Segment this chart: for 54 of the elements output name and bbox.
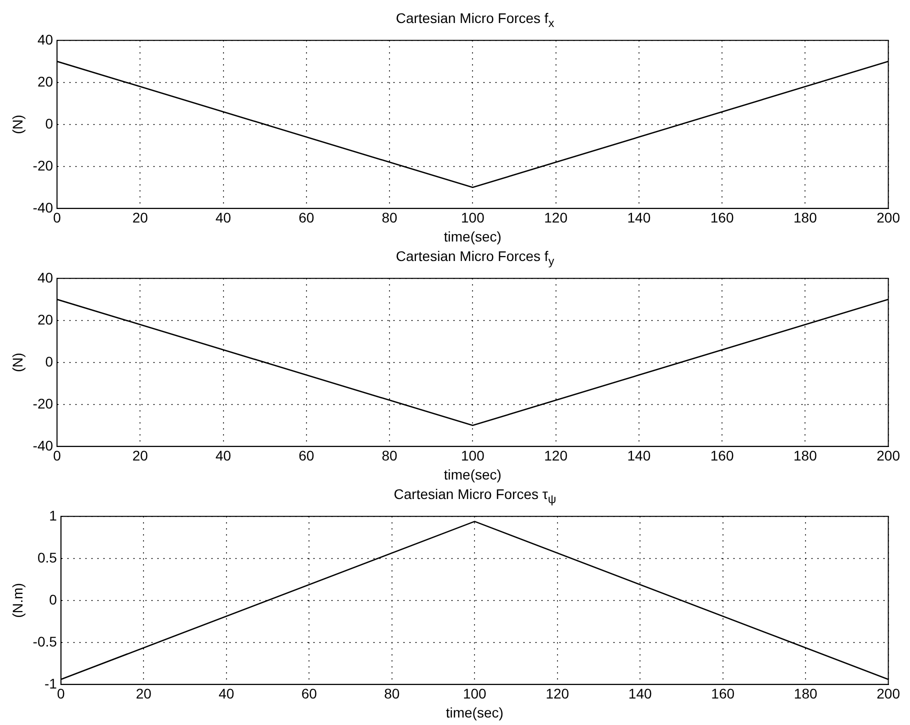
chart-title: Cartesian Micro Forces f$_{y}$ (394, 247, 556, 268)
x-tick-label: 180 (794, 210, 818, 226)
x-tick-label: 120 (544, 448, 568, 464)
x-tick-label: 140 (628, 686, 652, 702)
x-axis-title: time(sec) (444, 228, 502, 244)
x-tick-label: 20 (132, 448, 148, 464)
chart-title: Cartesian Micro Forces f$_{x}$ (394, 9, 556, 30)
x-tick-label: 120 (546, 686, 570, 702)
x-tick-label: 80 (384, 686, 400, 702)
y-tick-label: 0.5 (37, 549, 58, 566)
x-tick-label: 20 (136, 686, 152, 702)
x-tick-label: 60 (298, 210, 314, 226)
x-tick-label: 200 (876, 448, 900, 464)
x-tick-label: 100 (462, 686, 487, 702)
y-tick-label: -1 (44, 675, 58, 692)
x-tick-label: 120 (544, 210, 568, 226)
y-tick-label: 20 (37, 73, 54, 90)
x-tick-label: 160 (710, 210, 734, 226)
x-tick-label: 100 (461, 448, 485, 464)
x-tick-label: 160 (710, 448, 734, 464)
x-tick-label: 180 (794, 686, 818, 702)
y-tick-label: 40 (37, 31, 54, 48)
chart-title: Cartesian Micro Forces τ$_{ψ}$ (392, 485, 558, 506)
x-tick-label: 200 (876, 686, 900, 702)
x-tick-label: 200 (876, 210, 900, 226)
y-tick-label: 20 (37, 311, 54, 328)
y-tick-label: 40 (37, 269, 54, 286)
x-tick-label: 140 (627, 210, 651, 226)
x-tick-label: 160 (711, 686, 735, 702)
y-tick-label: -0.5 (32, 633, 58, 650)
y-axis-title: (N) (9, 352, 26, 372)
x-tick-label: 140 (627, 448, 651, 464)
y-tick-label: 0 (45, 115, 54, 132)
y-tick-label: -20 (32, 157, 54, 174)
y-tick-label: 0 (49, 591, 58, 608)
x-axis-title: time(sec) (444, 466, 502, 482)
x-tick-label: 20 (132, 210, 148, 226)
x-tick-label: 60 (301, 686, 318, 702)
y-tick-label: -20 (32, 395, 54, 412)
y-axis-title: (N.m) (9, 582, 26, 618)
x-tick-label: 80 (382, 448, 398, 464)
y-tick-label: 1 (49, 507, 58, 524)
x-tick-label: 40 (216, 210, 232, 226)
x-tick-label: 180 (794, 448, 818, 464)
x-tick-label: 80 (382, 210, 398, 226)
y-tick-label: 0 (45, 353, 54, 370)
y-tick-label: -40 (32, 199, 54, 216)
y-axis-title: (N) (9, 114, 26, 134)
x-axis-title: time(sec) (446, 704, 504, 720)
x-tick-label: 60 (298, 448, 314, 464)
x-tick-label: 40 (218, 686, 234, 702)
x-tick-label: 40 (216, 448, 232, 464)
x-tick-label: 100 (461, 210, 485, 226)
y-tick-label: -40 (32, 437, 54, 454)
